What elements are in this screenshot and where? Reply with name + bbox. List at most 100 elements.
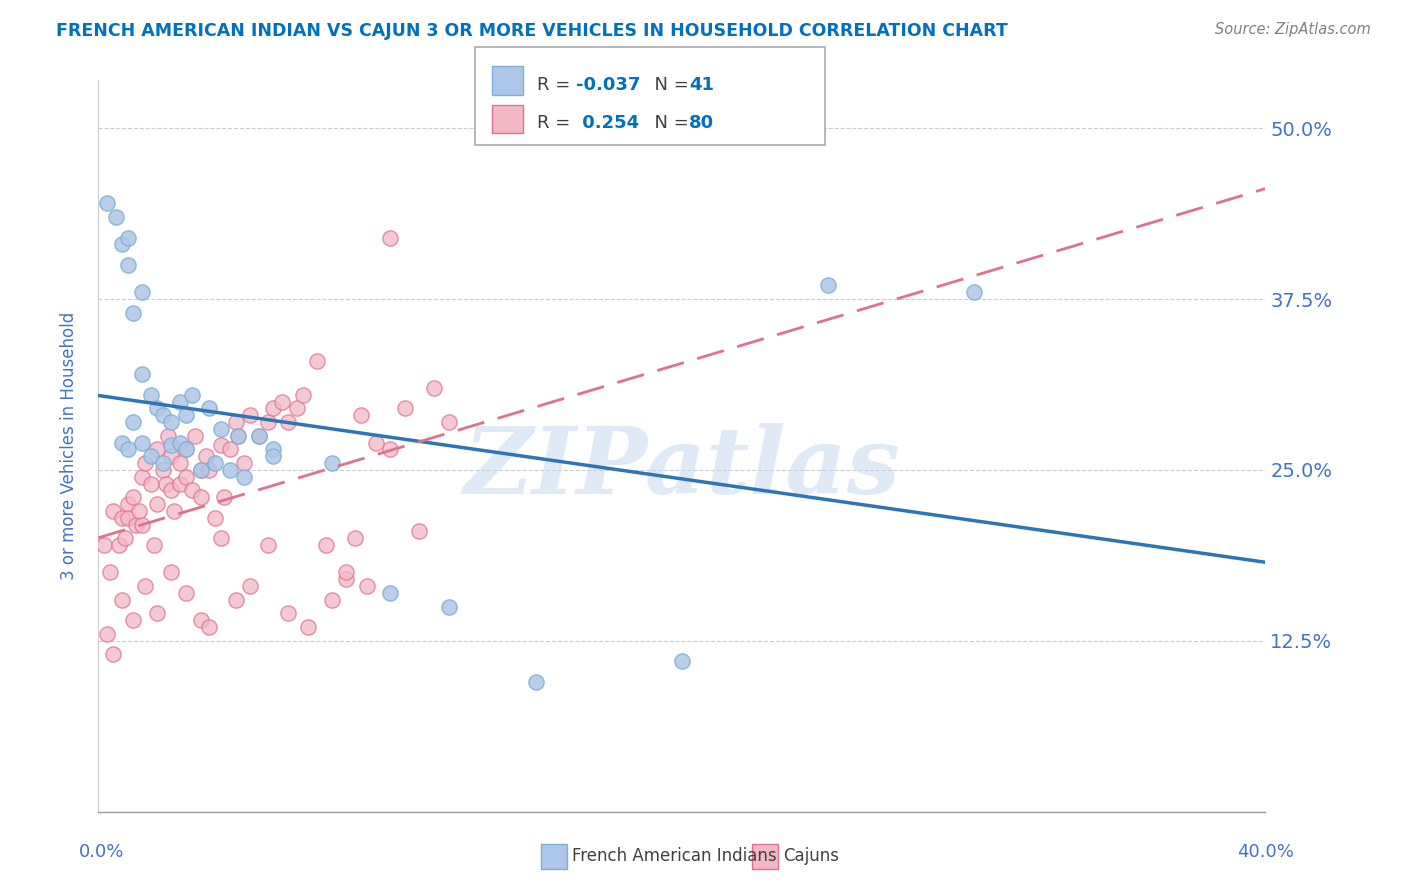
Point xyxy=(350,409,373,423)
Point xyxy=(122,613,145,627)
Point xyxy=(190,463,212,477)
Point xyxy=(291,388,314,402)
Text: N =: N = xyxy=(643,114,695,132)
Point xyxy=(169,435,191,450)
Point xyxy=(122,415,145,429)
Text: R =: R = xyxy=(537,76,576,94)
Point xyxy=(155,476,177,491)
Point xyxy=(262,442,284,457)
Point xyxy=(262,401,284,416)
Text: Cajuns: Cajuns xyxy=(783,847,839,865)
Point xyxy=(152,456,174,470)
Point xyxy=(111,510,134,524)
Point xyxy=(218,463,240,477)
Point xyxy=(131,517,153,532)
Point xyxy=(228,429,250,443)
Point xyxy=(139,449,162,463)
Point xyxy=(212,490,235,504)
Point xyxy=(423,381,446,395)
Point xyxy=(152,463,174,477)
Point xyxy=(315,538,337,552)
Text: 40.0%: 40.0% xyxy=(1237,843,1294,861)
Point xyxy=(335,572,357,586)
Point xyxy=(169,456,191,470)
Point xyxy=(122,306,145,320)
Point xyxy=(174,442,197,457)
Y-axis label: 3 or more Vehicles in Household: 3 or more Vehicles in Household xyxy=(59,312,77,580)
Point xyxy=(198,401,221,416)
Text: N =: N = xyxy=(643,76,695,94)
Point xyxy=(335,566,357,580)
Point xyxy=(108,538,131,552)
Point xyxy=(195,449,218,463)
Point xyxy=(271,394,294,409)
Point xyxy=(96,196,118,211)
Point xyxy=(139,476,162,491)
Point xyxy=(198,620,221,634)
Point xyxy=(146,442,169,457)
Point xyxy=(114,531,136,545)
Point xyxy=(198,463,221,477)
Point xyxy=(98,566,121,580)
Point xyxy=(247,429,270,443)
Point xyxy=(183,429,205,443)
Point xyxy=(134,456,156,470)
Point xyxy=(117,497,139,511)
Point xyxy=(321,456,343,470)
Point xyxy=(209,422,232,436)
Text: 80: 80 xyxy=(689,114,714,132)
Point xyxy=(239,409,262,423)
Point xyxy=(378,230,402,244)
Point xyxy=(190,463,212,477)
Point xyxy=(111,435,134,450)
Point xyxy=(169,476,191,491)
Point xyxy=(160,483,183,498)
Point xyxy=(111,592,134,607)
Point xyxy=(160,415,183,429)
Point xyxy=(101,504,124,518)
Point xyxy=(228,429,250,443)
Point xyxy=(233,469,256,483)
Point xyxy=(139,388,162,402)
Point xyxy=(93,538,115,552)
Point xyxy=(160,438,183,452)
Point xyxy=(146,401,169,416)
Text: ZIPatlas: ZIPatlas xyxy=(464,423,900,513)
Text: 0.254: 0.254 xyxy=(576,114,640,132)
Point xyxy=(285,401,308,416)
Point xyxy=(190,490,212,504)
Point xyxy=(817,278,839,293)
Point xyxy=(394,401,416,416)
Text: 41: 41 xyxy=(689,76,714,94)
Point xyxy=(117,510,139,524)
Point xyxy=(225,592,247,607)
Point xyxy=(262,449,284,463)
Point xyxy=(437,599,460,614)
Text: FRENCH AMERICAN INDIAN VS CAJUN 3 OR MORE VEHICLES IN HOUSEHOLD CORRELATION CHAR: FRENCH AMERICAN INDIAN VS CAJUN 3 OR MOR… xyxy=(56,22,1008,40)
Point xyxy=(524,674,547,689)
Point xyxy=(146,497,169,511)
Point xyxy=(131,285,153,300)
Point xyxy=(174,469,197,483)
Point xyxy=(101,648,124,662)
Point xyxy=(157,429,180,443)
Point xyxy=(247,429,270,443)
Point xyxy=(104,210,127,224)
Point xyxy=(146,607,169,621)
Point xyxy=(204,510,226,524)
Point xyxy=(277,415,299,429)
Point xyxy=(209,438,232,452)
Text: French American Indians: French American Indians xyxy=(572,847,778,865)
Point xyxy=(163,504,186,518)
Text: -0.037: -0.037 xyxy=(576,76,641,94)
Point xyxy=(307,353,329,368)
Point xyxy=(142,538,165,552)
Point xyxy=(125,517,148,532)
Point xyxy=(134,579,156,593)
Point xyxy=(117,442,139,457)
Point xyxy=(256,415,278,429)
Text: R =: R = xyxy=(537,114,576,132)
Point xyxy=(180,388,202,402)
Point xyxy=(209,531,232,545)
Point xyxy=(344,531,367,545)
